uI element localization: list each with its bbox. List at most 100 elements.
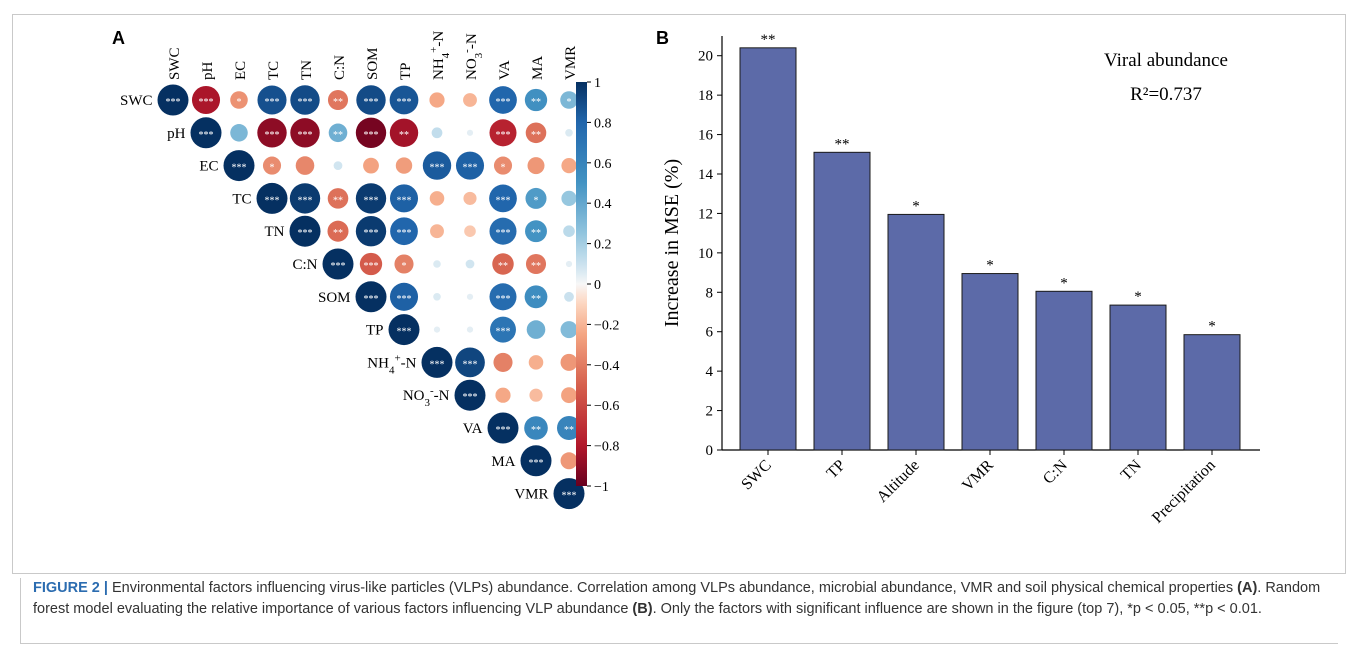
y-tick-label-8: 16 [698, 128, 714, 144]
corr-cell-9-11 [529, 388, 543, 402]
colorbar-tick-label-1: 0.8 [594, 116, 612, 131]
corr-cell-7-7 [388, 314, 420, 346]
x-tick-label-0: SWC [738, 457, 775, 494]
corr-sig-1-10: *** [496, 130, 511, 141]
corr-sig-11-11: *** [529, 458, 544, 469]
corr-sig-1-5: ** [333, 130, 343, 141]
corr-cell-2-6 [363, 157, 379, 174]
caption-label: FIGURE 2 | [33, 580, 108, 596]
corr-cell-3-3 [256, 182, 288, 214]
corr-cell-1-2 [230, 124, 248, 142]
corr-cell-2-2 [223, 150, 255, 182]
colorbar-tick-label-8: −0.6 [594, 399, 619, 414]
corr-cell-3-12 [561, 190, 577, 206]
y-axis-label: Increase in MSE (%) [661, 159, 683, 327]
row-label-3: TC [232, 191, 251, 207]
corr-cell-0-1 [191, 85, 221, 115]
corr-cell-5-10 [492, 253, 514, 275]
corr-sig-3-4: *** [298, 195, 313, 206]
corr-sig-9-9: *** [463, 392, 478, 403]
corr-cell-11-11 [520, 445, 552, 477]
corr-cell-1-1 [190, 117, 222, 149]
bar-3 [961, 273, 1019, 451]
col-label-0: SWC [167, 47, 183, 80]
corr-cell-0-12 [560, 91, 578, 109]
y-tick-label-9: 18 [698, 88, 713, 104]
corr-cell-4-4 [289, 215, 321, 247]
row-label-4: TN [265, 224, 285, 240]
corr-sig-1-4: *** [298, 130, 313, 141]
corr-cell-6-10 [489, 283, 517, 311]
colorbar-tick-label-10: −1 [594, 480, 609, 495]
corr-cell-2-4 [295, 156, 315, 175]
corr-cell-4-9 [464, 225, 476, 237]
bar-sig-4: * [1060, 275, 1068, 291]
bar-sig-5: * [1134, 289, 1142, 305]
x-tick-label-6: Precipitation [1149, 457, 1219, 527]
colorbar-tick-label-2: 0.6 [594, 157, 612, 172]
col-label-11: MA [530, 56, 546, 80]
corr-cell-1-12 [565, 129, 573, 137]
corr-sig-6-6: *** [364, 294, 379, 305]
annotation-r2: R²=0.737 [1130, 84, 1202, 105]
corr-cell-0-7 [389, 85, 419, 115]
x-tick-label-3: VMR [959, 457, 997, 495]
corr-cell-6-11 [524, 285, 548, 309]
corr-sig-0-1: *** [199, 97, 214, 108]
corr-cell-0-8 [429, 92, 445, 108]
panel-b-label: B [656, 28, 669, 48]
corr-cell-10-12 [556, 415, 582, 441]
corr-cell-2-7 [395, 157, 413, 174]
y-tick-label-3: 6 [706, 325, 714, 341]
correlation-plot: SWC pH EC TC TN C:N SOM TP NH4+-N NO3--N VA MA VMR SW… [120, 31, 619, 510]
bar-sig-3: * [986, 258, 994, 274]
corr-cell-1-9 [466, 129, 474, 136]
corr-cell-8-8 [421, 346, 453, 378]
corr-sig-3-11: * [534, 195, 539, 206]
corr-cell-5-8 [433, 260, 441, 268]
corr-cell-0-5 [327, 89, 349, 111]
x-tick-label-5: TN [1118, 456, 1145, 483]
corr-sig-3-10: *** [496, 195, 511, 206]
corr-cell-5-12 [565, 260, 573, 268]
corr-cell-4-12 [563, 225, 575, 237]
corr-sig-10-12: ** [564, 425, 574, 436]
row-label-9: NO3--N [403, 385, 450, 409]
row-label-10: VA [463, 421, 483, 437]
corr-cell-2-9 [455, 151, 485, 180]
caption-text-3: . Only the factors with significant infl… [652, 601, 1262, 617]
row-label-2: EC [199, 159, 218, 175]
panel-a-label: A [112, 28, 125, 48]
corr-sig-0-5: ** [333, 97, 343, 108]
y-tick-label-2: 4 [706, 364, 714, 380]
bar-sig-0: ** [761, 32, 776, 48]
bar-sig-6: * [1208, 319, 1216, 335]
corr-sig-6-10: *** [496, 294, 511, 305]
corr-cell-3-4 [289, 183, 321, 214]
colorbar-tick-label-6: −0.2 [594, 318, 619, 333]
y-tick-label-5: 10 [698, 246, 713, 262]
corr-cell-5-11 [525, 253, 547, 275]
colorbar-tick-label-3: 0.4 [594, 197, 612, 212]
row-label-11: MA [491, 454, 515, 470]
corr-cell-9-9 [454, 379, 486, 411]
corr-cell-2-8 [422, 151, 452, 180]
x-tick-label-4: C:N [1040, 456, 1071, 487]
corr-cell-1-10 [489, 119, 517, 147]
corr-cell-3-10 [489, 184, 517, 213]
corr-sig-0-2: * [237, 97, 242, 108]
corr-sig-4-10: *** [496, 228, 511, 239]
col-label-8: NH4+-N [428, 31, 452, 80]
corr-cell-4-11 [525, 220, 547, 243]
corr-sig-4-7: *** [397, 228, 412, 239]
corr-sig-6-11: ** [531, 294, 541, 305]
corr-cell-8-12 [560, 353, 578, 371]
col-label-4: TN [299, 60, 315, 80]
row-label-7: TP [366, 323, 384, 339]
corr-cell-7-9 [466, 326, 474, 333]
corr-cell-0-2 [230, 91, 248, 109]
corr-sig-3-3: *** [265, 195, 280, 206]
corr-sig-3-6: *** [364, 195, 379, 206]
